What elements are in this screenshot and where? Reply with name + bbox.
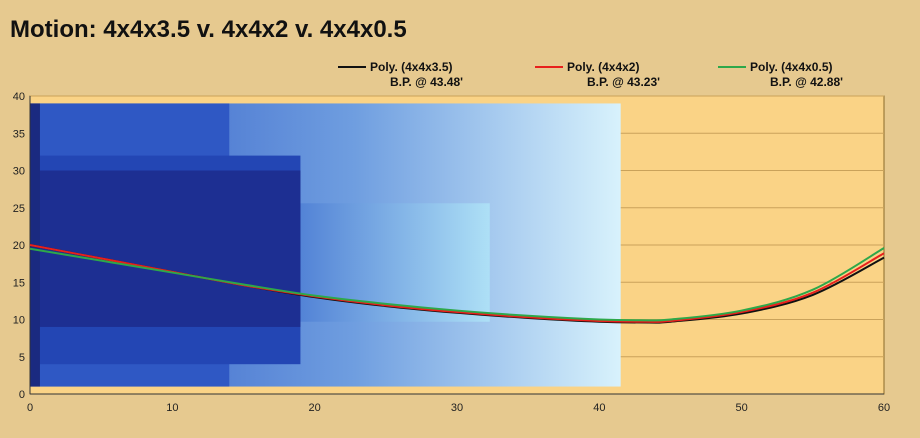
band-core bbox=[30, 170, 301, 327]
x-tick-label-4: 40 bbox=[593, 402, 605, 414]
x-tick-label-5: 50 bbox=[736, 402, 748, 414]
legend-annotation-1: B.P. @ 43.23' bbox=[587, 75, 660, 89]
legend-label-2: Poly. (4x4x0.5) bbox=[750, 60, 833, 74]
y-tick-label-8: 40 bbox=[13, 91, 25, 103]
x-tick-label-0: 0 bbox=[27, 402, 33, 414]
legend-item-0: Poly. (4x4x3.5)B.P. @ 43.48' bbox=[338, 60, 463, 89]
background-bands bbox=[30, 103, 621, 387]
y-tick-label-2: 10 bbox=[13, 315, 25, 327]
axes: 0 10 20 30 40 50 60 0 5 10 15 20 25 30 35 40 bbox=[13, 91, 890, 414]
y-tick-label-6: 30 bbox=[13, 166, 25, 178]
legend-label-1: Poly. (4x4x2) bbox=[567, 60, 639, 74]
y-tick-label-0: 0 bbox=[19, 389, 25, 401]
y-tick-label-5: 25 bbox=[13, 203, 25, 215]
legend-annotation-0: B.P. @ 43.48' bbox=[390, 75, 463, 89]
y-tick-label-4: 20 bbox=[13, 240, 25, 252]
x-tick-label-3: 30 bbox=[451, 402, 463, 414]
x-tick-label-6: 60 bbox=[878, 402, 890, 414]
x-tick-label-1: 10 bbox=[166, 402, 178, 414]
legend-item-2: Poly. (4x4x0.5)B.P. @ 42.88' bbox=[718, 60, 843, 89]
y-tick-label-7: 35 bbox=[13, 128, 25, 140]
legend-annotation-2: B.P. @ 42.88' bbox=[770, 75, 843, 89]
legend-label-0: Poly. (4x4x3.5) bbox=[370, 60, 453, 74]
x-tick-label-2: 20 bbox=[309, 402, 321, 414]
series-lines bbox=[29, 244, 885, 324]
y-tick-label-3: 15 bbox=[13, 277, 25, 289]
y-tick-label-1: 5 bbox=[19, 352, 25, 364]
legend: Poly. (4x4x3.5)B.P. @ 43.48' Poly. (4x4x2… bbox=[338, 60, 843, 89]
series-line-2 bbox=[29, 247, 885, 322]
legend-item-1: Poly. (4x4x2)B.P. @ 43.23' bbox=[535, 60, 660, 89]
chart-title: Motion: 4x4x3.5 v. 4x4x2 v. 4x4x0.5 bbox=[10, 16, 407, 43]
